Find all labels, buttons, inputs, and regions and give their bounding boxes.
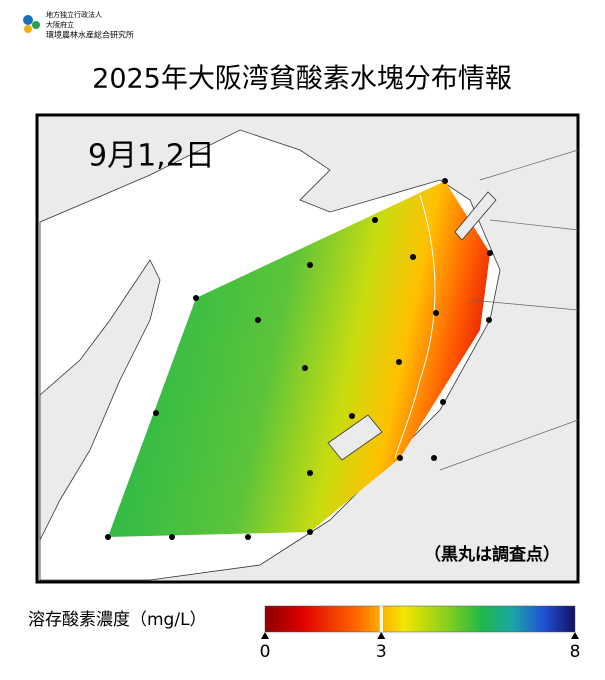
org-line: 環境農林水産総合研究所 — [46, 30, 134, 40]
tick-mark — [377, 632, 386, 639]
tick-mark — [571, 632, 579, 639]
org-line: 大阪府立 — [46, 20, 74, 29]
logo — [23, 15, 40, 33]
title: 2025年大阪湾貧酸素水塊分布情報 — [92, 64, 512, 95]
colorbar — [264, 605, 576, 633]
tick-label: 8 — [570, 642, 581, 662]
note: （黒丸は調査点） — [424, 544, 560, 565]
tick-mark — [261, 632, 269, 639]
tick-label: 3 — [376, 642, 387, 662]
date-label: 9月1,2日 — [88, 139, 215, 174]
map — [35, 113, 580, 584]
tick-label: 0 — [260, 642, 271, 662]
legend-label: 溶存酸素濃度（mg/L） — [28, 610, 207, 630]
org-line: 地方独立行政法人 — [46, 10, 102, 19]
